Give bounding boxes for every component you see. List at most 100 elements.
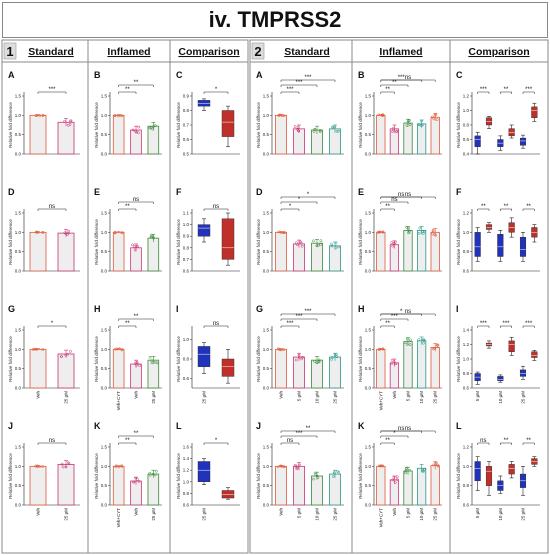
data-point <box>38 114 42 117</box>
x-category-label: 25 µM <box>521 391 526 404</box>
data-point <box>432 117 436 121</box>
y-tick-label: 1.5 <box>101 445 108 450</box>
data-point <box>381 464 384 468</box>
significance-bracket <box>380 91 395 94</box>
y-axis-label: Relative fold difference <box>456 219 461 265</box>
y-tick-label: 0.0 <box>365 152 372 157</box>
significance-bracket <box>37 442 67 445</box>
x-category-label: 5 µM <box>406 508 411 518</box>
y-tick-label: 0.5 <box>365 249 372 254</box>
bar <box>416 229 427 272</box>
significance-label: *** <box>525 321 533 327</box>
data-point <box>133 245 136 248</box>
significance-label: *** <box>304 75 312 81</box>
significance-label: * <box>215 87 218 93</box>
significance-label: * <box>51 321 54 327</box>
y-tick-label: 1.0 <box>101 113 108 118</box>
y-tick-label: 0.5 <box>365 366 372 371</box>
x-category-label: 5 µM <box>297 508 302 518</box>
bar <box>403 341 413 389</box>
data-point <box>395 475 399 479</box>
bar <box>112 465 125 506</box>
data-point <box>276 465 280 469</box>
y-tick-label: 0.0 <box>263 503 270 508</box>
bar <box>403 229 413 272</box>
data-point <box>131 243 134 247</box>
data-point <box>151 235 155 239</box>
box <box>474 135 481 147</box>
data-point <box>317 360 321 364</box>
data-point <box>390 241 394 244</box>
significance-bracket <box>380 84 409 87</box>
significance-label: *** <box>480 321 488 327</box>
bar <box>147 359 160 389</box>
data-point <box>151 127 155 131</box>
data-point <box>417 338 421 342</box>
data-point <box>337 245 340 249</box>
section-number-box <box>251 42 265 60</box>
y-tick-label: 1.5 <box>365 445 372 450</box>
data-point <box>154 469 158 473</box>
data-point <box>66 352 69 356</box>
y-tick-label: 1.0 <box>183 222 190 227</box>
significance-label: *** <box>48 87 56 93</box>
box <box>531 351 538 358</box>
bar <box>293 465 305 506</box>
significance-label: *** <box>391 314 399 320</box>
x-category-label: 10 µM <box>315 508 320 521</box>
data-point <box>295 467 299 471</box>
data-point <box>377 113 381 117</box>
y-tick-label: 0.8 <box>463 123 470 128</box>
significance-bracket <box>500 91 512 94</box>
y-tick-label: 0.0 <box>365 503 372 508</box>
y-tick-label: 0.0 <box>15 152 22 157</box>
y-tick-label: 0.5 <box>15 483 22 488</box>
data-point <box>408 343 412 346</box>
bar <box>293 356 305 389</box>
y-tick-label: 1.0 <box>101 464 108 469</box>
significance-label: * <box>307 192 310 198</box>
data-point <box>418 123 421 127</box>
data-point <box>407 231 411 235</box>
data-point <box>137 480 141 483</box>
y-axis-label: Relative fold difference <box>456 336 461 382</box>
significance-bracket <box>118 208 137 211</box>
bar <box>389 244 400 272</box>
data-point <box>153 124 157 127</box>
y-axis-label: Relative fold difference <box>256 453 261 499</box>
data-point <box>148 355 152 359</box>
data-point <box>337 129 340 133</box>
y-axis-label: Relative fold difference <box>176 453 181 499</box>
x-category-label: 25 µM <box>333 391 338 404</box>
y-tick-label: 1.0 <box>365 113 372 118</box>
y-tick-label: 0.6 <box>463 503 470 508</box>
significance-bracket <box>203 208 229 211</box>
data-point <box>432 463 435 467</box>
data-point <box>405 337 409 341</box>
significance-label: ** <box>526 204 531 210</box>
data-point <box>295 243 299 246</box>
y-tick-label: 1.5 <box>15 94 22 99</box>
data-point <box>149 126 153 130</box>
data-point <box>137 131 140 135</box>
x-category-label: 10 µM <box>498 391 503 404</box>
significance-bracket <box>118 91 137 94</box>
y-tick-label: 1.2 <box>463 342 470 347</box>
significance-label: ns <box>49 438 55 444</box>
box <box>197 346 211 367</box>
significance-label: ns <box>405 75 411 81</box>
data-point <box>68 123 72 126</box>
data-point <box>115 347 119 351</box>
data-point <box>118 347 121 351</box>
panel-1-i: I Relative fold difference 0.6 0.8 1.0 25 µM n… <box>176 304 240 404</box>
data-point <box>394 362 398 365</box>
significance-label: ns <box>405 192 411 198</box>
significance-bracket <box>477 325 490 328</box>
y-axis-label: Relative fold difference <box>256 219 261 265</box>
data-point <box>277 347 280 351</box>
